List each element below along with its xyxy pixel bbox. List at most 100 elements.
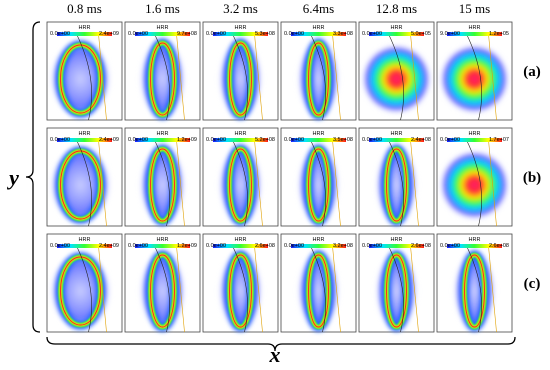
contour-line: [254, 33, 263, 121]
flame-front: [308, 254, 329, 328]
row-label: (a): [523, 64, 541, 80]
contour-line: [410, 245, 419, 333]
panel: HRR 0.0e+00 2.6e+08: [436, 233, 513, 333]
contour-line: [488, 245, 497, 333]
colorbar-title: HRR: [157, 237, 169, 243]
colorbar-max: 1.2e+09: [177, 137, 197, 143]
y-brace: [25, 21, 41, 333]
colorbar-min: 0.0e+00: [440, 243, 460, 249]
colorbar-min: 0.0e+00: [284, 31, 304, 37]
colorbar-min: 0.0e+00: [128, 31, 148, 37]
colorbar-max: 5.0e+05: [411, 31, 431, 37]
contour-line: [98, 33, 107, 121]
colorbar-max: 2.6e+08: [489, 243, 509, 249]
contour-line: [466, 139, 482, 227]
panel: HRR 0.0e+00 3.5e+08: [280, 127, 357, 227]
colorbar: [135, 32, 190, 36]
contour-line: [310, 245, 326, 333]
contour-line: [176, 245, 185, 333]
panel: HRR 9.0e+00 1.2e+05: [436, 21, 513, 121]
panel: HRR 0.0e+00 2.4e+09: [46, 21, 123, 121]
colorbar-title: HRR: [313, 237, 325, 243]
colorbar-min: 0.0e+00: [362, 243, 382, 249]
colorbar: [369, 32, 424, 36]
contour-line: [488, 33, 497, 121]
row-label: (b): [523, 170, 541, 186]
flame-haze: [217, 143, 264, 227]
contour-line: [410, 139, 419, 227]
contour-line: [154, 33, 170, 121]
colorbar-max: 1.2e+09: [177, 243, 197, 249]
colorbar: [135, 138, 190, 142]
colorbar-title: HRR: [469, 131, 481, 137]
flame-front: [308, 42, 329, 116]
colorbar-title: HRR: [469, 237, 481, 243]
colorbar-max: 2.4e+08: [411, 137, 431, 143]
column-header: 1.6 ms: [145, 1, 180, 16]
panel: HRR 0.0e+00 5.0e+05: [358, 21, 435, 121]
flame-front: [150, 42, 175, 116]
colorbar-max: 2.6e+08: [255, 243, 275, 249]
colorbar: [57, 32, 112, 36]
contour-line: [232, 139, 248, 227]
colorbar-max: 2.6e+08: [411, 243, 431, 249]
colorbar-max: 2.4e+09: [99, 31, 119, 37]
colorbar-max: 5.2e+08: [255, 137, 275, 143]
contour-line: [332, 139, 341, 227]
colorbar-min: 0.0e+00: [50, 243, 70, 249]
colorbar-title: HRR: [313, 25, 325, 31]
colorbar: [447, 138, 502, 142]
colorbar-title: HRR: [391, 237, 403, 243]
colorbar-title: HRR: [469, 25, 481, 31]
contour-line: [154, 245, 170, 333]
contour-line: [76, 33, 92, 121]
colorbar-min: 0.0e+00: [206, 243, 226, 249]
colorbar-min: 0.0e+00: [128, 243, 148, 249]
contour-line: [388, 245, 404, 333]
flame-haze: [217, 249, 264, 333]
panel: HRR 0.0e+00 9.7e+08: [124, 21, 201, 121]
flame-front: [386, 148, 407, 222]
contour-line: [466, 33, 482, 121]
colorbar-title: HRR: [79, 131, 91, 137]
contour-line: [388, 139, 404, 227]
colorbar-title: HRR: [79, 25, 91, 31]
x-axis-label: x: [269, 342, 281, 367]
colorbar-title: HRR: [235, 131, 247, 137]
colorbar-title: HRR: [157, 25, 169, 31]
colorbar-min: 0.0e+00: [284, 137, 304, 143]
row-label: (c): [524, 276, 541, 292]
contour-line: [332, 33, 341, 121]
flame-front: [150, 148, 175, 222]
flame-front: [229, 254, 252, 328]
flame-blob: [360, 43, 433, 115]
panel: HRR 0.0e+00 3.3e+08: [280, 21, 357, 121]
flame-front: [308, 148, 329, 222]
colorbar: [213, 244, 268, 248]
panel: HRR 0.0e+00 1.7e+07: [436, 127, 513, 227]
panel: HRR 0.0e+00 2.4e+08: [358, 127, 435, 227]
colorbar: [447, 32, 502, 36]
flame-haze: [138, 37, 187, 121]
flame-blob: [438, 43, 511, 115]
flame-front: [229, 148, 252, 222]
colorbar-max: 9.7e+08: [177, 31, 197, 37]
colorbar-min: 0.0e+00: [284, 243, 304, 249]
colorbar: [291, 244, 346, 248]
contour-line: [76, 139, 92, 227]
panel: HRR 0.0e+00 1.2e+09: [124, 233, 201, 333]
colorbar-min: 0.0e+00: [362, 137, 382, 143]
panel: HRR 0.0e+00 3.2e+08: [280, 233, 357, 333]
colorbar-min: 0.0e+00: [206, 137, 226, 143]
column-header: 15 ms: [459, 1, 490, 16]
flame-haze: [138, 143, 187, 227]
colorbar-max: 3.5e+08: [333, 137, 353, 143]
contour-line: [310, 33, 326, 121]
panel: HRR 0.0e+00 5.2e+08: [202, 127, 279, 227]
panel: HRR 0.0e+00 2.4e+09: [46, 233, 123, 333]
panel: HRR 0.0e+00 2.6e+08: [202, 233, 279, 333]
flame-blob: [438, 149, 511, 221]
colorbar-title: HRR: [391, 131, 403, 137]
colorbar-max: 3.2e+08: [333, 243, 353, 249]
colorbar-max: 1.7e+07: [489, 137, 509, 143]
